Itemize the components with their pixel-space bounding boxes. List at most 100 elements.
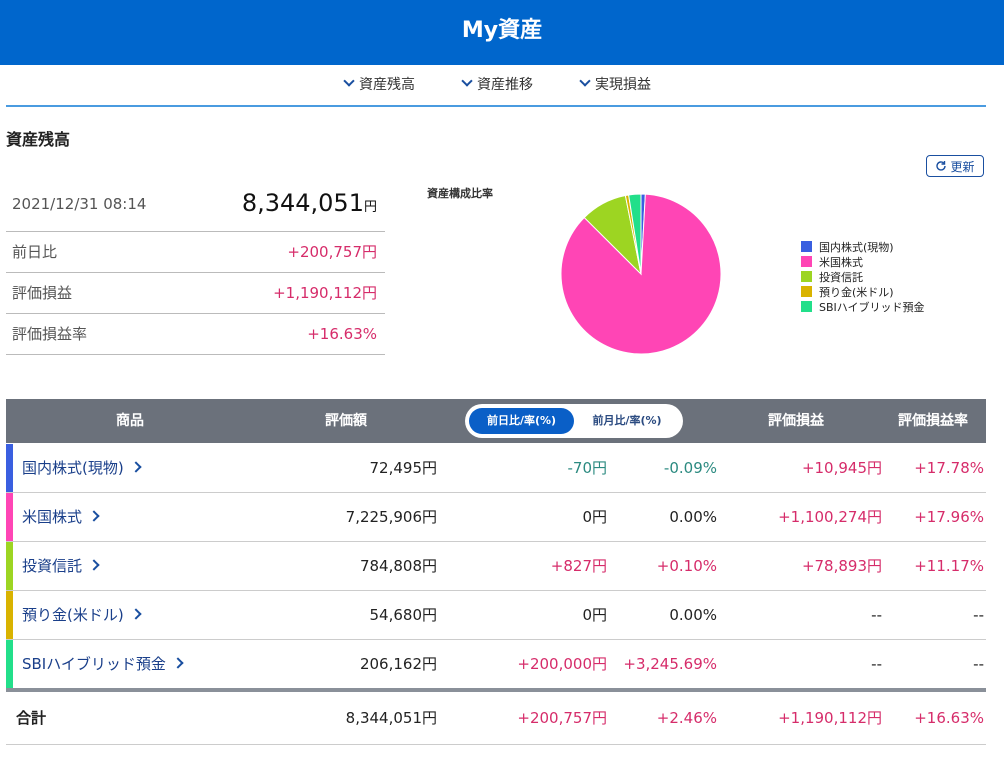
summary-label: 前日比 [12, 243, 58, 261]
product-link[interactable]: 預り金(米ドル) [22, 591, 142, 639]
total-label-text: 合計 [16, 709, 47, 727]
total-label: 合計 [16, 692, 46, 744]
category-color-bar [6, 591, 13, 639]
table-cell: +2.46% [656, 709, 717, 727]
table-cell: 0円 [582, 606, 607, 624]
chevron-icon [130, 461, 142, 473]
nav-item[interactable]: 実現損益 [579, 75, 651, 95]
column-header: 評価損益 [768, 413, 824, 429]
table-cell: +11.17% [914, 557, 984, 575]
legend-swatch [801, 271, 812, 282]
refresh-icon [936, 161, 947, 171]
legend-swatch [801, 286, 812, 297]
legend-label: 米国株式 [819, 255, 863, 269]
product-link[interactable]: 国内株式(現物) [22, 444, 142, 492]
table-cell: 0.00% [669, 606, 717, 624]
table-row: 米国株式 7,225,906円 0円 0.00% +1,100,274円 +17.96% [6, 493, 986, 542]
header-title: My資産 [461, 18, 543, 43]
total-unit: 円 [363, 200, 377, 215]
category-color-bar [6, 542, 13, 590]
total-divider [6, 688, 986, 692]
product-name: SBIハイブリッド預金 [22, 655, 166, 673]
summary-value: +1,190,112円 [273, 284, 377, 302]
legend-swatch [801, 241, 812, 252]
column-header: 評価損益率 [898, 413, 968, 429]
chart-title: 資産構成比率 [427, 186, 493, 200]
refresh-button[interactable]: 更新 [926, 155, 984, 177]
table-cell: 784,808円 [359, 557, 437, 575]
toggle-button[interactable]: 前日比/率(%) [469, 408, 574, 434]
product-name: 投資信託 [22, 557, 83, 575]
product-name: 米国株式 [22, 508, 83, 526]
table-cell: -0.09% [663, 459, 717, 477]
column-header: 評価額 [325, 413, 367, 429]
legend-label: SBIハイブリッド預金 [819, 300, 925, 314]
nav-label: 資産推移 [477, 77, 533, 93]
nav-item[interactable]: 資産残高 [343, 75, 415, 95]
table-cell: 72,495円 [369, 459, 438, 477]
category-color-bar [6, 493, 13, 541]
chevron-icon [172, 657, 184, 669]
chevron-icon [130, 608, 142, 620]
category-color-bar [6, 640, 13, 688]
table-cell: -- [973, 655, 984, 673]
table-cell: +17.78% [914, 459, 984, 477]
summary-value: +200,757円 [287, 243, 377, 261]
product-link[interactable]: SBIハイブリッド預金 [22, 640, 184, 688]
summary-row: 2021/12/31 08:14 8,344,051円 [6, 181, 385, 232]
product-link[interactable]: 米国株式 [22, 493, 100, 541]
category-color-bar [6, 444, 13, 492]
table-cell: +1,190,112円 [778, 709, 882, 727]
summary-row: 評価損益率 +16.63% [6, 314, 385, 355]
chevron-icon [88, 559, 100, 571]
table-cell: -- [973, 606, 984, 624]
table-cell: -70円 [567, 459, 608, 477]
product-name: 国内株式(現物) [22, 459, 124, 477]
table-cell: +200,000円 [517, 655, 607, 673]
legend-label: 国内株式(現物) [819, 240, 894, 254]
summary-value: +16.63% [307, 325, 377, 343]
table-cell: +78,893円 [801, 557, 882, 575]
table-cell: +3,245.69% [623, 655, 717, 673]
legend-label: 投資信託 [819, 270, 863, 284]
table-cell: 7,225,906円 [345, 508, 437, 526]
table-cell: +1,100,274円 [778, 508, 882, 526]
chevron-icon [579, 75, 591, 87]
nav-label: 実現損益 [595, 77, 651, 93]
total-row: 合計 8,344,051円 +200,757円 +2.46% +1,190,112円 +1… [6, 692, 986, 745]
datetime: 2021/12/31 08:14 [12, 195, 147, 213]
table-cell: +10,945円 [801, 459, 882, 477]
table-cell: 54,680円 [369, 606, 438, 624]
product-name: 預り金(米ドル) [22, 606, 124, 624]
summary-row: 評価損益 +1,190,112円 [6, 273, 385, 314]
pie-chart: 資産構成比率国内株式(現物)米国株式投資信託預り金(米ドル)SBIハイブリッド預… [427, 186, 925, 355]
summary-label: 評価損益率 [12, 325, 88, 343]
legend-swatch [801, 301, 812, 312]
table-cell: +0.10% [656, 557, 717, 575]
nav-divider [6, 105, 986, 107]
chevron-icon [88, 510, 100, 522]
table-row: 国内株式(現物) 72,495円 -70円 -0.09% +10,945円 +17.78% [6, 444, 986, 493]
table-row: 預り金(米ドル) 54,680円 0円 0.00% -- -- [6, 591, 986, 640]
header-bar [0, 0, 1004, 65]
table-cell: 8,344,051円 [345, 709, 437, 727]
product-link[interactable]: 投資信託 [22, 542, 100, 590]
legend-swatch [801, 256, 812, 267]
table-cell: -- [871, 606, 882, 624]
legend-label: 預り金(米ドル) [819, 286, 894, 299]
toggle-button[interactable]: 前月比/率(%) [592, 414, 662, 427]
summary-row: 前日比 +200,757円 [6, 232, 385, 273]
table-cell: +16.63% [914, 709, 984, 727]
table-cell: +17.96% [914, 508, 984, 526]
table-row: 投資信託 784,808円 +827円 +0.10% +78,893円 +11.17% [6, 542, 986, 591]
table-cell: +200,757円 [517, 709, 607, 727]
table-cell: 0.00% [669, 508, 717, 526]
chevron-icon [461, 75, 473, 87]
column-header: 商品 [116, 413, 144, 429]
table-cell: -- [871, 655, 882, 673]
table-row: SBIハイブリッド預金 206,162円 +200,000円 +3,245.69% --… [6, 640, 986, 689]
summary-label: 評価損益 [12, 284, 73, 302]
nav-item[interactable]: 資産推移 [461, 75, 533, 95]
total-value-box: 8,344,051円 [242, 189, 377, 217]
